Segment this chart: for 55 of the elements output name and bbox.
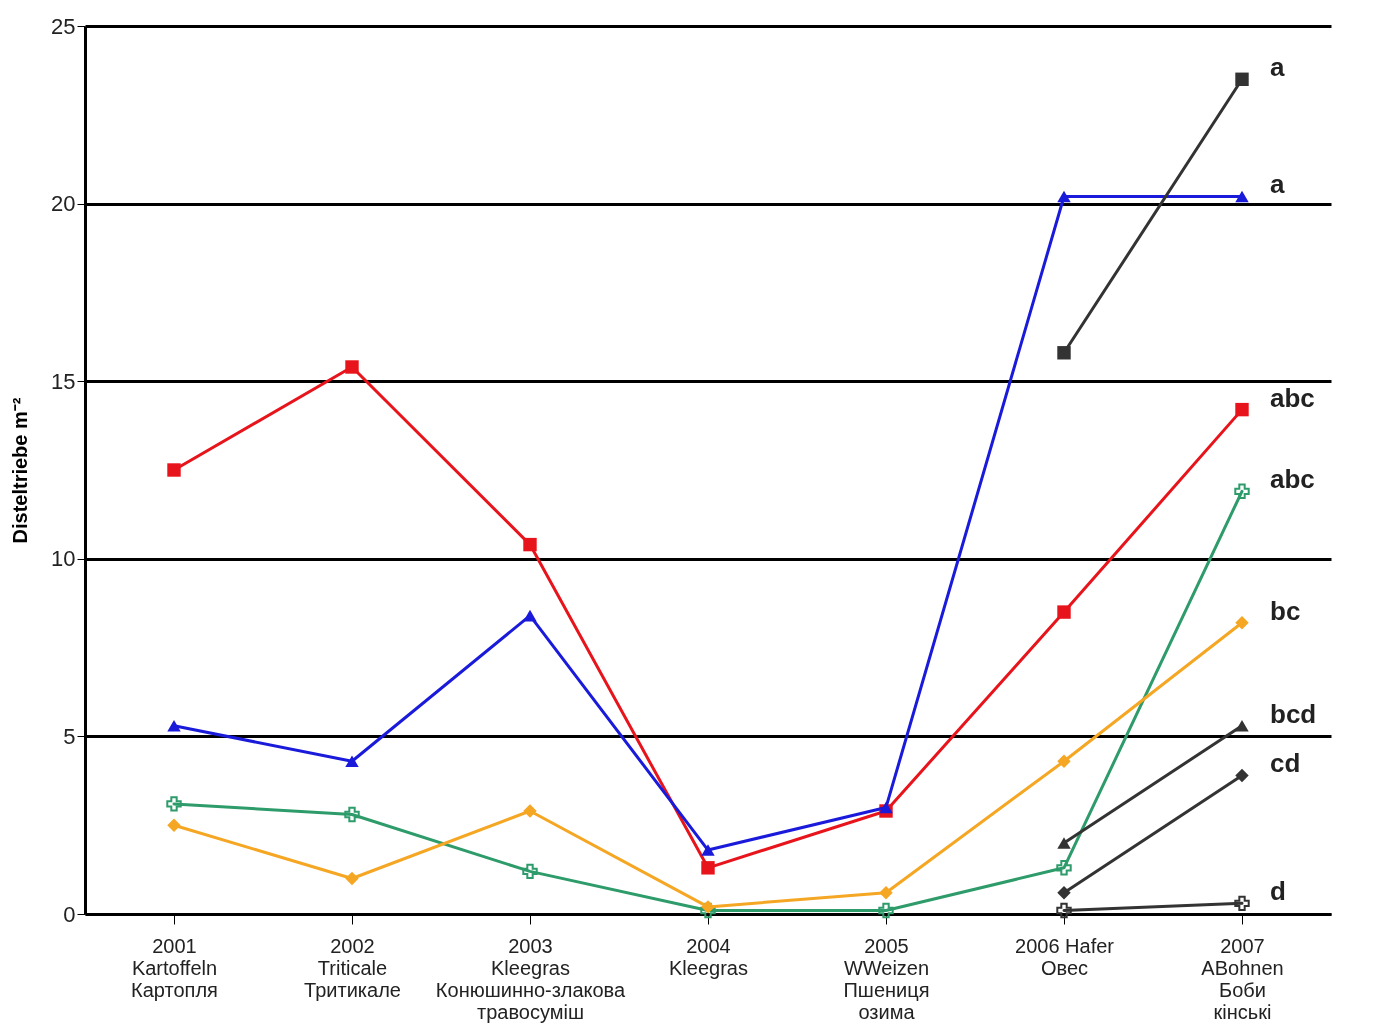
point — [1235, 768, 1249, 783]
point — [1235, 72, 1249, 86]
point — [166, 796, 182, 812]
x-tick-label: 2007 ABohnen Боби кінські — [1201, 934, 1284, 1023]
y-axis-title: Disteltriebe m⁻² — [9, 397, 32, 544]
y-tick-label: 5 — [63, 723, 76, 749]
point — [1235, 190, 1249, 203]
point — [345, 360, 359, 374]
annotation: a — [1270, 169, 1285, 200]
x-tick-label: 2001 Kartoffeln Картопля — [131, 934, 218, 1001]
annotation: bc — [1270, 595, 1301, 626]
y-tick-label: 15 — [51, 368, 76, 394]
point — [701, 900, 715, 914]
point — [1057, 605, 1071, 619]
point — [167, 818, 181, 832]
x-tick-label: 2005 WWeizen Пшениця озима — [843, 934, 930, 1023]
point — [167, 719, 181, 732]
point — [167, 463, 181, 477]
point — [345, 871, 359, 886]
point — [1056, 902, 1072, 919]
annotation: cd — [1270, 748, 1301, 779]
annotation: bcd — [1270, 698, 1317, 729]
point — [701, 861, 715, 875]
annotation: d — [1270, 876, 1286, 907]
point — [878, 902, 894, 919]
point — [523, 609, 537, 622]
point — [344, 806, 360, 823]
annotation: abc — [1270, 382, 1315, 413]
x-tick-label: 2002 Triticale Тритикале — [304, 934, 401, 1001]
y-tick-label: 20 — [51, 191, 76, 217]
point — [1057, 346, 1071, 360]
x-tick-label: 2003 Kleegras Конюшинно-злакова травосуміш — [435, 934, 626, 1023]
point — [1234, 483, 1250, 500]
point — [523, 537, 537, 552]
point — [1056, 860, 1072, 876]
point — [522, 863, 538, 880]
x-tick-label: 2006 Hafer Овес — [1015, 934, 1115, 979]
annotation: abc — [1270, 464, 1315, 495]
point — [1057, 885, 1071, 900]
y-tick-label: 10 — [51, 546, 76, 572]
point — [701, 844, 715, 856]
point — [879, 801, 893, 814]
point — [523, 804, 537, 818]
annotation: a — [1270, 52, 1285, 83]
y-tick-label: 25 — [51, 13, 76, 39]
point — [700, 902, 716, 919]
point — [879, 885, 893, 900]
point — [1235, 616, 1249, 630]
point — [1057, 190, 1071, 203]
point — [345, 755, 359, 768]
y-tick-label: 0 — [63, 901, 76, 927]
point — [1234, 895, 1250, 912]
point — [1235, 402, 1249, 417]
x-tick-label: 2004 Kleegras — [669, 934, 748, 979]
point — [1057, 754, 1071, 768]
